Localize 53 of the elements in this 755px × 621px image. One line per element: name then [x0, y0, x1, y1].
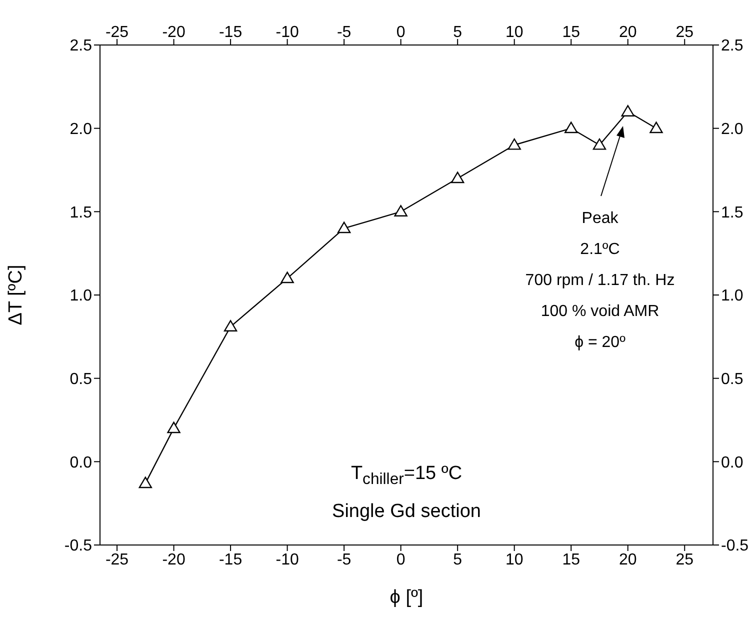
x-tick-label: 5: [453, 24, 462, 41]
point: [394, 205, 408, 216]
annotation: Single Gd section: [331, 500, 482, 524]
point: [592, 138, 606, 150]
point: [621, 105, 634, 116]
x-tick-label: 15: [562, 24, 580, 41]
y-tick-label: 0.0: [70, 454, 92, 472]
point: [508, 138, 521, 150]
y2-tick-label: 2.0: [721, 121, 744, 138]
x2-tick-label: 0: [396, 551, 406, 568]
x-axis-title: ϕ [º]: [390, 587, 424, 608]
y2-tick-label: -0.5: [721, 538, 749, 555]
y-tick-label: 0.5: [70, 371, 92, 388]
x-tick-label: -25: [105, 24, 129, 41]
x-tick-label: -15: [218, 24, 242, 41]
y-axis-title: ΔT [ºC]: [6, 264, 27, 326]
x-tick-label: -20: [162, 24, 186, 41]
x2-tick-label: 25: [676, 551, 694, 568]
point: [564, 122, 578, 134]
x-tick-label: 0: [396, 24, 406, 41]
point: [224, 320, 238, 332]
x2-tick-label: 15: [562, 551, 580, 568]
y2-tick-label: 1.5: [721, 204, 744, 222]
y-tick-label: 1.5: [70, 204, 92, 222]
x2-tick-label: -20: [162, 551, 186, 568]
point: [138, 476, 152, 488]
y2-tick-label: 1.0: [721, 288, 744, 305]
x-tick-label: 20: [618, 24, 637, 41]
x2-tick-label: -25: [105, 551, 129, 568]
point: [167, 422, 180, 434]
x2-tick-label: -15: [218, 551, 242, 568]
x-tick-label: 10: [505, 24, 524, 41]
point: [450, 172, 464, 184]
annotation: Peak 2.1ºC 700 rpm / 1.17 th. Hz 100 % void AMR ϕ = 20º: [524, 209, 676, 353]
y2-tick-label: 2.5: [721, 38, 744, 55]
x-tick-label: -5: [336, 24, 352, 41]
y-tick-label: -0.5: [64, 538, 92, 555]
y2-tick-label: 0.5: [721, 371, 744, 388]
y-tick-label: 2.5: [70, 38, 92, 55]
annotation: T$_{chiller}$=15 ºC: [350, 462, 464, 490]
x2-tick-label: -10: [276, 551, 299, 568]
x-tick-label: -10: [276, 24, 299, 41]
point: [650, 122, 663, 134]
x2-tick-label: 20: [618, 551, 637, 568]
y-tick-label: 2.0: [70, 121, 92, 138]
y2-tick-label: 0.0: [721, 454, 744, 472]
x2-tick-label: 5: [453, 551, 462, 568]
point: [280, 272, 294, 284]
x-tick-label: 25: [676, 24, 694, 41]
y-tick-label: 1.0: [70, 288, 92, 305]
point: [337, 222, 351, 234]
x2-tick-label: 10: [505, 551, 524, 568]
x2-tick-label: -5: [336, 551, 352, 568]
